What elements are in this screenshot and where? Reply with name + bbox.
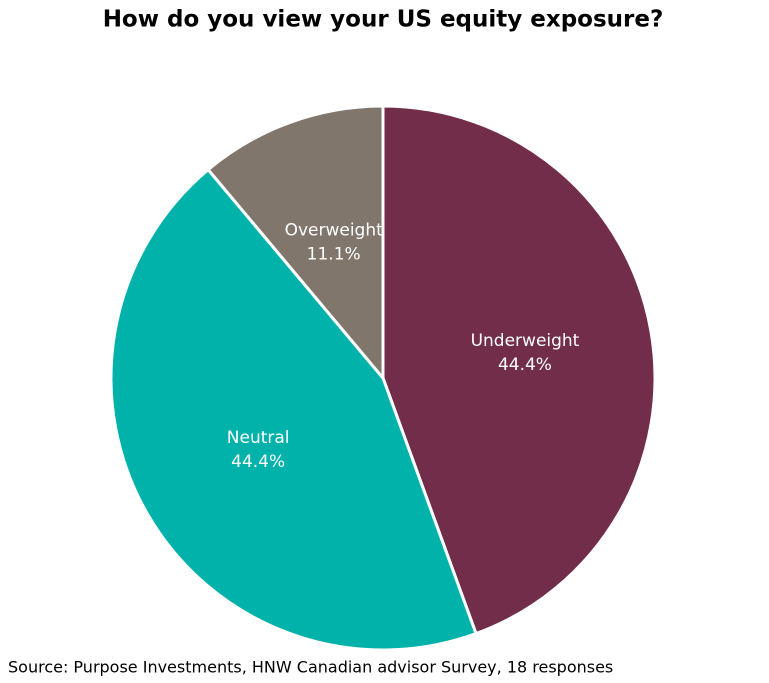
slice-label: Overweight: [285, 221, 384, 241]
slice-label: Underweight: [471, 331, 580, 351]
pie-slice: [109, 167, 478, 652]
slice-label: Neutral: [227, 428, 290, 448]
source-note: Source: Purpose Investments, HNW Canadia…: [8, 658, 613, 677]
slice-value-label: 44.4%: [231, 452, 285, 472]
chart-title: How do you view your US equity exposure?: [103, 7, 664, 33]
slice-value-label: 44.4%: [498, 355, 552, 375]
pie-slice: [381, 104, 657, 636]
pie-slice: [206, 104, 385, 383]
slice-value-label: 11.1%: [307, 245, 361, 265]
